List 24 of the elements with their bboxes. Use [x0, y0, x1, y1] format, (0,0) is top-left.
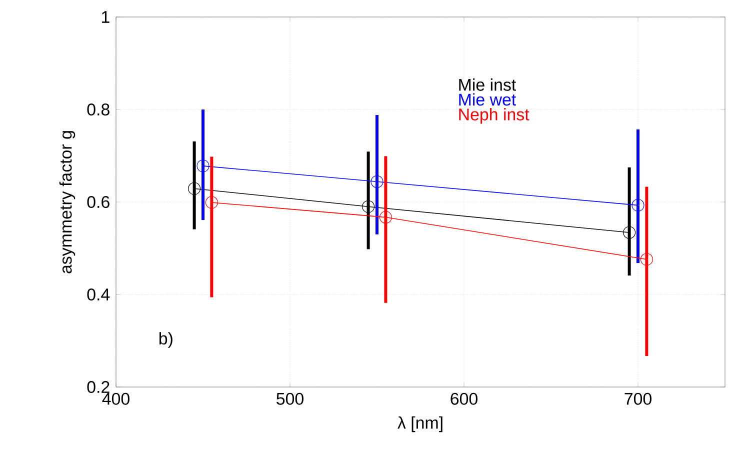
- y-tick-label: 0.4: [87, 288, 110, 300]
- point: [379, 210, 392, 224]
- point: [370, 175, 384, 188]
- point: [188, 182, 201, 195]
- x-tick-label: 500: [276, 392, 304, 405]
- point: [632, 198, 644, 212]
- y-tick-label: 0.6: [87, 196, 110, 208]
- point: [205, 196, 218, 209]
- y-tick-label: 0.2: [87, 381, 110, 394]
- text: Mie inst: [459, 78, 516, 91]
- text: Mie wet: [459, 93, 516, 106]
- x-tick-label: 400: [102, 392, 130, 405]
- point: [623, 226, 636, 239]
- x-axis-title: λ [nm]: [398, 416, 442, 432]
- point: [196, 160, 210, 172]
- point: [640, 253, 653, 266]
- x-tick-label: 700: [624, 392, 652, 405]
- point: [362, 200, 375, 213]
- y-tick-label: 1: [102, 11, 110, 23]
- annotation: b): [159, 332, 172, 348]
- y-axis-title: asymmetry factor g: [59, 131, 76, 274]
- y-tick-label: 0.8: [87, 104, 110, 116]
- text: Neph inst: [459, 108, 530, 124]
- x-tick-label: 600: [450, 392, 478, 405]
